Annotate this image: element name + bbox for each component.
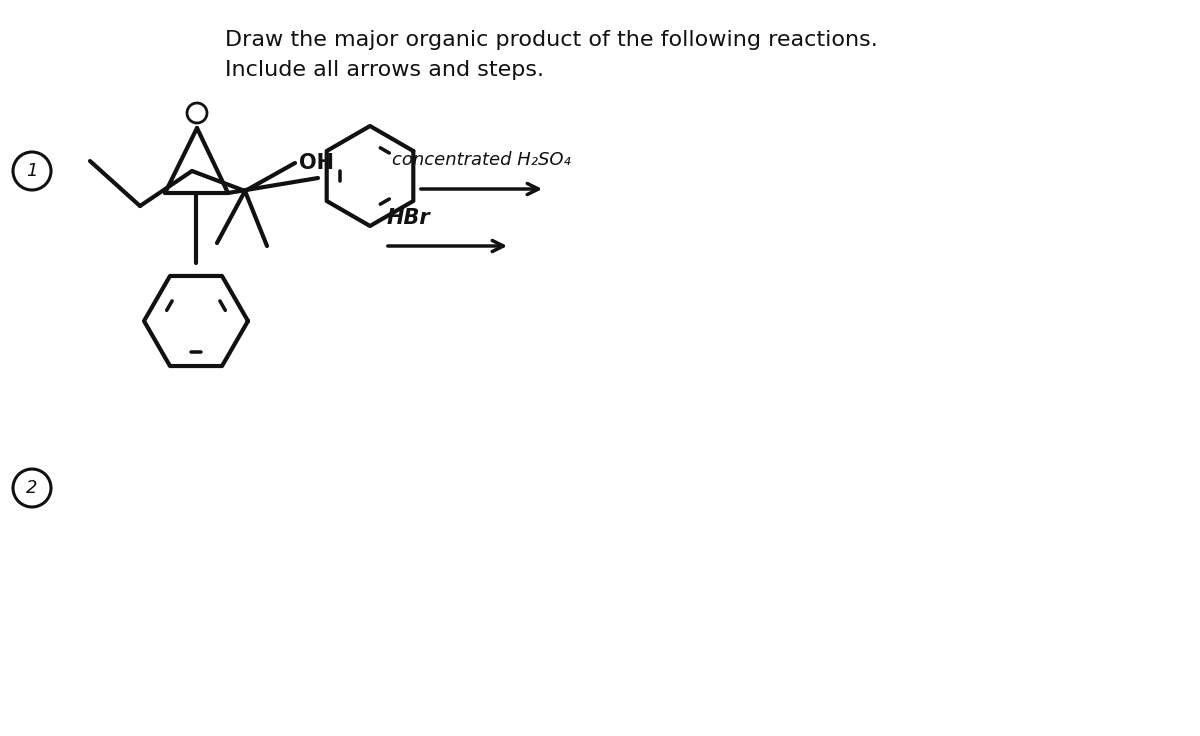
Text: Draw the major organic product of the following reactions.: Draw the major organic product of the fo… bbox=[226, 30, 877, 50]
Text: Include all arrows and steps.: Include all arrows and steps. bbox=[226, 60, 544, 80]
Text: 1: 1 bbox=[26, 162, 37, 180]
Text: OH: OH bbox=[299, 153, 334, 173]
Text: HBr: HBr bbox=[386, 208, 431, 228]
Text: concentrated H₂SO₄: concentrated H₂SO₄ bbox=[391, 151, 570, 169]
Text: 2: 2 bbox=[26, 479, 37, 497]
